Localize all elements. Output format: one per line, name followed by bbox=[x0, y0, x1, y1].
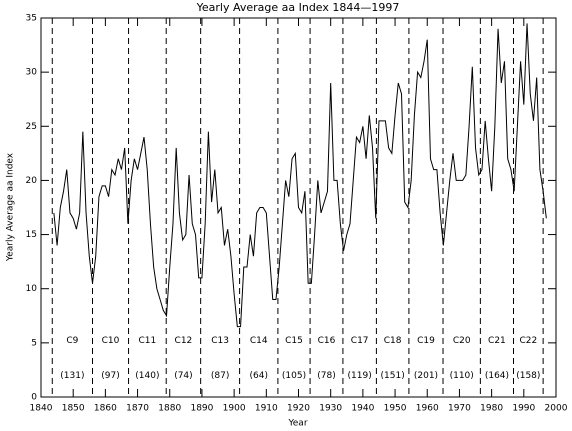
x-tick-label: 1940 bbox=[351, 404, 374, 414]
cycle-label: (151) bbox=[381, 371, 405, 381]
y-tick-label: 10 bbox=[26, 284, 38, 294]
y-tick-label: 20 bbox=[26, 176, 38, 186]
x-tick-label: 1890 bbox=[190, 404, 213, 414]
x-tick-label: 1870 bbox=[126, 404, 149, 414]
cycle-name: C11 bbox=[139, 336, 157, 346]
x-tick-label: 1900 bbox=[223, 404, 246, 414]
cycle-name: C17 bbox=[351, 336, 369, 346]
cycle-label: (105) bbox=[282, 371, 306, 381]
cycle-label: (110) bbox=[450, 371, 474, 381]
y-tick-label: 35 bbox=[26, 14, 37, 24]
x-tick-label: 1960 bbox=[416, 404, 439, 414]
chart-title: Yearly Average aa Index 1844—1997 bbox=[196, 1, 400, 14]
y-tick-label: 15 bbox=[26, 230, 37, 240]
x-tick-label: 1990 bbox=[512, 404, 535, 414]
cycle-name: C14 bbox=[250, 336, 268, 346]
cycle-label: (74) bbox=[174, 371, 192, 381]
y-tick-label: 5 bbox=[31, 338, 37, 348]
x-tick-label: 1840 bbox=[30, 404, 53, 414]
cycle-name: C20 bbox=[453, 336, 471, 346]
y-axis-label: Yearly Average aa Index bbox=[6, 152, 16, 262]
cycle-label: (164) bbox=[485, 371, 509, 381]
data-line bbox=[53, 23, 547, 328]
cycle-label: (201) bbox=[414, 371, 438, 381]
x-tick-label: 1970 bbox=[448, 404, 471, 414]
x-tick-label: 1930 bbox=[319, 404, 342, 414]
cycle-label: (64) bbox=[250, 371, 268, 381]
x-axis-label: Year bbox=[287, 419, 307, 429]
cycle-label: (131) bbox=[60, 371, 84, 381]
cycle-name: C15 bbox=[285, 336, 303, 346]
x-tick-label: 1980 bbox=[480, 404, 503, 414]
cycle-name: C22 bbox=[519, 336, 537, 346]
cycle-name: C9 bbox=[66, 336, 78, 346]
cycle-label: (87) bbox=[211, 371, 229, 381]
x-tick-label: 1880 bbox=[158, 404, 181, 414]
x-tick-label: 1850 bbox=[62, 404, 85, 414]
cycle-label: (119) bbox=[348, 371, 372, 381]
x-tick-label: 1950 bbox=[384, 404, 407, 414]
cycle-name: C10 bbox=[102, 336, 120, 346]
cycle-name: C13 bbox=[211, 336, 229, 346]
cycle-label: (140) bbox=[135, 371, 159, 381]
cycle-name: C18 bbox=[384, 336, 402, 346]
cycle-name: C19 bbox=[417, 336, 435, 346]
y-tick-label: 0 bbox=[31, 393, 37, 403]
x-tick-label: 1920 bbox=[287, 404, 310, 414]
x-tick-label: 1860 bbox=[94, 404, 117, 414]
y-tick-label: 30 bbox=[26, 68, 38, 78]
cycle-name: C12 bbox=[175, 336, 193, 346]
x-tick-label: 2000 bbox=[545, 404, 568, 414]
x-tick-label: 1910 bbox=[255, 404, 278, 414]
cycle-name: C16 bbox=[318, 336, 336, 346]
cycle-name: C21 bbox=[488, 336, 506, 346]
cycle-label: (158) bbox=[516, 371, 540, 381]
cycle-label: (97) bbox=[101, 371, 119, 381]
y-tick-label: 25 bbox=[26, 122, 37, 132]
cycle-label: (78) bbox=[317, 371, 335, 381]
